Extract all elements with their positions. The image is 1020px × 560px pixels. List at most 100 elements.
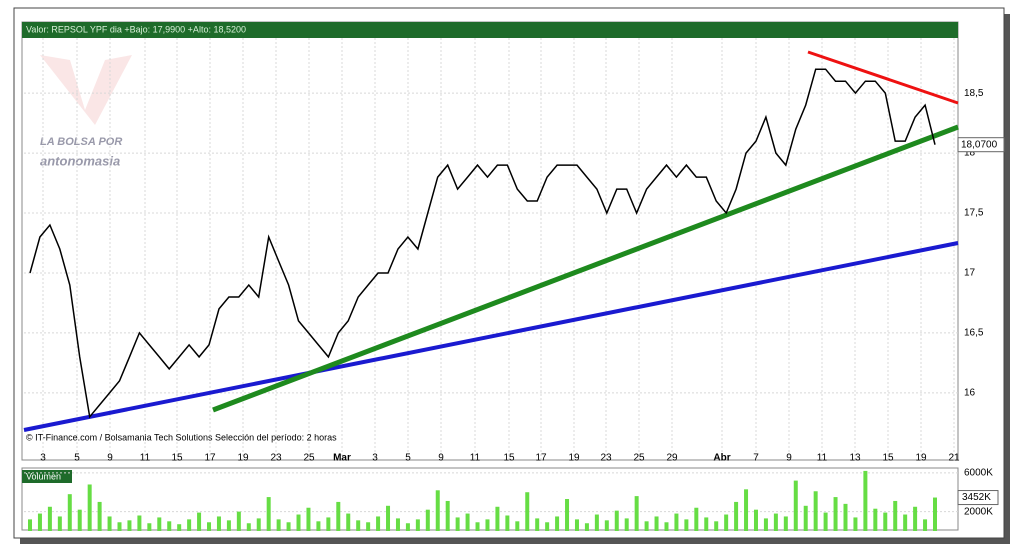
volume-bar xyxy=(465,513,470,531)
volume-bar xyxy=(296,514,301,531)
volume-bar xyxy=(584,523,589,531)
volume-bar xyxy=(127,520,132,531)
volume-bar xyxy=(893,500,898,531)
x-tick-label: 23 xyxy=(600,453,612,464)
x-tick-label: 19 xyxy=(915,453,927,464)
volume-tick-label: 6000K xyxy=(964,467,993,478)
volume-bar xyxy=(47,506,52,531)
x-tick-label: 9 xyxy=(107,453,113,464)
volume-bar xyxy=(843,503,848,531)
volume-bar xyxy=(77,509,82,531)
volume-bar xyxy=(435,490,440,531)
x-tick-label: 11 xyxy=(817,453,828,464)
x-tick-label: 13 xyxy=(849,453,861,464)
volume-bar xyxy=(67,494,72,531)
volume-last-label: 3452K xyxy=(962,492,991,503)
volume-bar xyxy=(276,519,281,531)
volume-bar xyxy=(336,501,341,531)
x-tick-label: 19 xyxy=(237,453,249,464)
volume-bar xyxy=(177,524,182,531)
x-tick-label: 5 xyxy=(405,453,411,464)
volume-bar xyxy=(306,507,311,531)
x-tick-label: Abr xyxy=(713,453,730,464)
x-tick-label: 29 xyxy=(666,453,678,464)
volume-bar xyxy=(87,484,92,531)
volume-bar xyxy=(853,517,858,531)
volume-bar xyxy=(28,519,32,531)
x-tick-label: 9 xyxy=(438,453,444,464)
volume-bar xyxy=(565,499,570,531)
volume-bar xyxy=(813,491,818,531)
volume-bar xyxy=(634,496,639,531)
volume-bar xyxy=(833,497,838,531)
volume-bar xyxy=(684,519,689,531)
volume-bar xyxy=(734,501,739,531)
volume-bar xyxy=(763,518,768,531)
volume-bar xyxy=(753,509,758,531)
trendline-red xyxy=(807,50,959,105)
volume-bar xyxy=(644,521,649,531)
volume-bar xyxy=(386,505,391,531)
volume-bar xyxy=(783,516,788,531)
volume-bar xyxy=(366,522,371,531)
x-tick-label: 17 xyxy=(204,453,216,464)
volume-bar xyxy=(724,514,729,531)
x-tick-label: 25 xyxy=(303,453,315,464)
header-bar xyxy=(22,22,958,38)
y-tick-label: 18,5 xyxy=(964,88,984,99)
volume-bar xyxy=(515,521,520,531)
volume-bar xyxy=(495,506,500,531)
volume-bar xyxy=(744,489,749,531)
volume-bar xyxy=(326,517,331,531)
volume-bar xyxy=(37,513,42,531)
volume-bar xyxy=(197,512,202,531)
volume-bar xyxy=(873,508,878,531)
volume-last-box xyxy=(957,490,999,506)
volume-title-bar xyxy=(22,470,72,483)
volume-bar xyxy=(505,515,510,531)
x-tick-label: 21 xyxy=(948,453,960,464)
volume-bar xyxy=(226,520,231,531)
volume-bar xyxy=(525,492,530,531)
volume-bar xyxy=(395,518,400,531)
x-tick-label: 7 xyxy=(753,453,759,464)
volume-bar xyxy=(545,522,550,531)
volume-bar xyxy=(107,516,112,531)
volume-tick-label: 2000K xyxy=(964,506,993,517)
volume-bar xyxy=(216,516,221,531)
volume-bar xyxy=(863,470,868,531)
volume-bar xyxy=(455,517,460,531)
volume-bar xyxy=(207,522,212,531)
volume-bar xyxy=(624,518,629,531)
volume-bar xyxy=(803,505,808,531)
x-tick-label: 3 xyxy=(40,453,46,464)
x-tick-label: 15 xyxy=(503,453,515,464)
x-tick-label: 3 xyxy=(372,453,378,464)
volume-bar xyxy=(187,519,192,531)
volume-bar xyxy=(425,509,430,531)
volume-bar xyxy=(674,513,679,531)
volume-bar xyxy=(346,513,351,531)
volume-bar xyxy=(704,517,709,531)
volume-bar xyxy=(97,501,102,531)
volume-bar xyxy=(664,522,669,531)
x-tick-label: 23 xyxy=(270,453,282,464)
volume-bar xyxy=(903,514,908,531)
volume-bar xyxy=(57,516,62,531)
volume-bar xyxy=(574,519,579,531)
volume-bar xyxy=(823,512,828,531)
volume-bar xyxy=(147,523,152,531)
logo-line2: antonomasia xyxy=(40,153,120,168)
volume-bar xyxy=(555,516,560,531)
volume-bar xyxy=(535,518,540,531)
x-tick-label: 15 xyxy=(171,453,183,464)
volume-bar xyxy=(913,506,918,531)
volume-bar xyxy=(654,516,659,531)
logo-icon xyxy=(40,55,132,125)
x-tick-label: 11 xyxy=(470,453,481,464)
volume-bar xyxy=(604,520,609,531)
volume-bar xyxy=(117,522,122,531)
x-tick-label: 17 xyxy=(535,453,547,464)
volume-bar xyxy=(445,500,450,531)
